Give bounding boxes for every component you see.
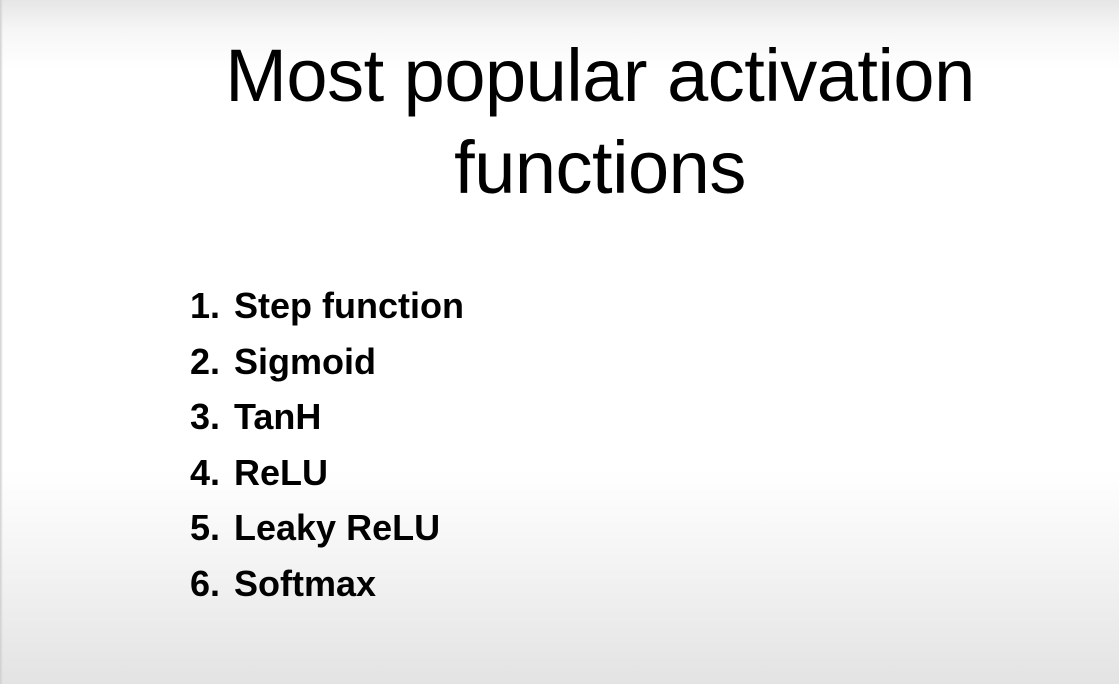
list-item-number: 5.: [190, 507, 221, 548]
list-item-number: 2.: [190, 340, 221, 382]
list-item: 3. TanH: [190, 389, 464, 445]
slide-left-edge: [0, 0, 3, 684]
list-item-label: Softmax: [234, 562, 377, 604]
list-item-label: ReLU: [234, 451, 329, 493]
list-item-number: 4.: [190, 451, 221, 493]
activation-function-list: 1. Step function 2. Sigmoid 3. TanH 4. ReLU …: [190, 278, 464, 611]
slide-title: Most popular activation functions: [140, 30, 1060, 214]
list-item-label: TanH: [234, 396, 322, 437]
list-item-label: Leaky ReLU: [234, 507, 441, 548]
list-item-label: Step function: [234, 285, 464, 326]
list-item: 4. ReLU: [190, 445, 464, 501]
list-item-number: 3.: [190, 396, 221, 437]
list-item: 5. Leaky ReLU: [190, 500, 464, 556]
list-item-number: 1.: [190, 285, 221, 326]
slide-title-line-1: Most popular activation: [225, 34, 975, 117]
list-item: 6. Softmax: [190, 556, 464, 612]
list-item-number: 6.: [190, 562, 221, 604]
list-item: 2. Sigmoid: [190, 334, 464, 390]
slide-title-line-2: functions: [454, 126, 746, 209]
list-item-label: Sigmoid: [234, 340, 376, 382]
list-item: 1. Step function: [190, 278, 464, 334]
